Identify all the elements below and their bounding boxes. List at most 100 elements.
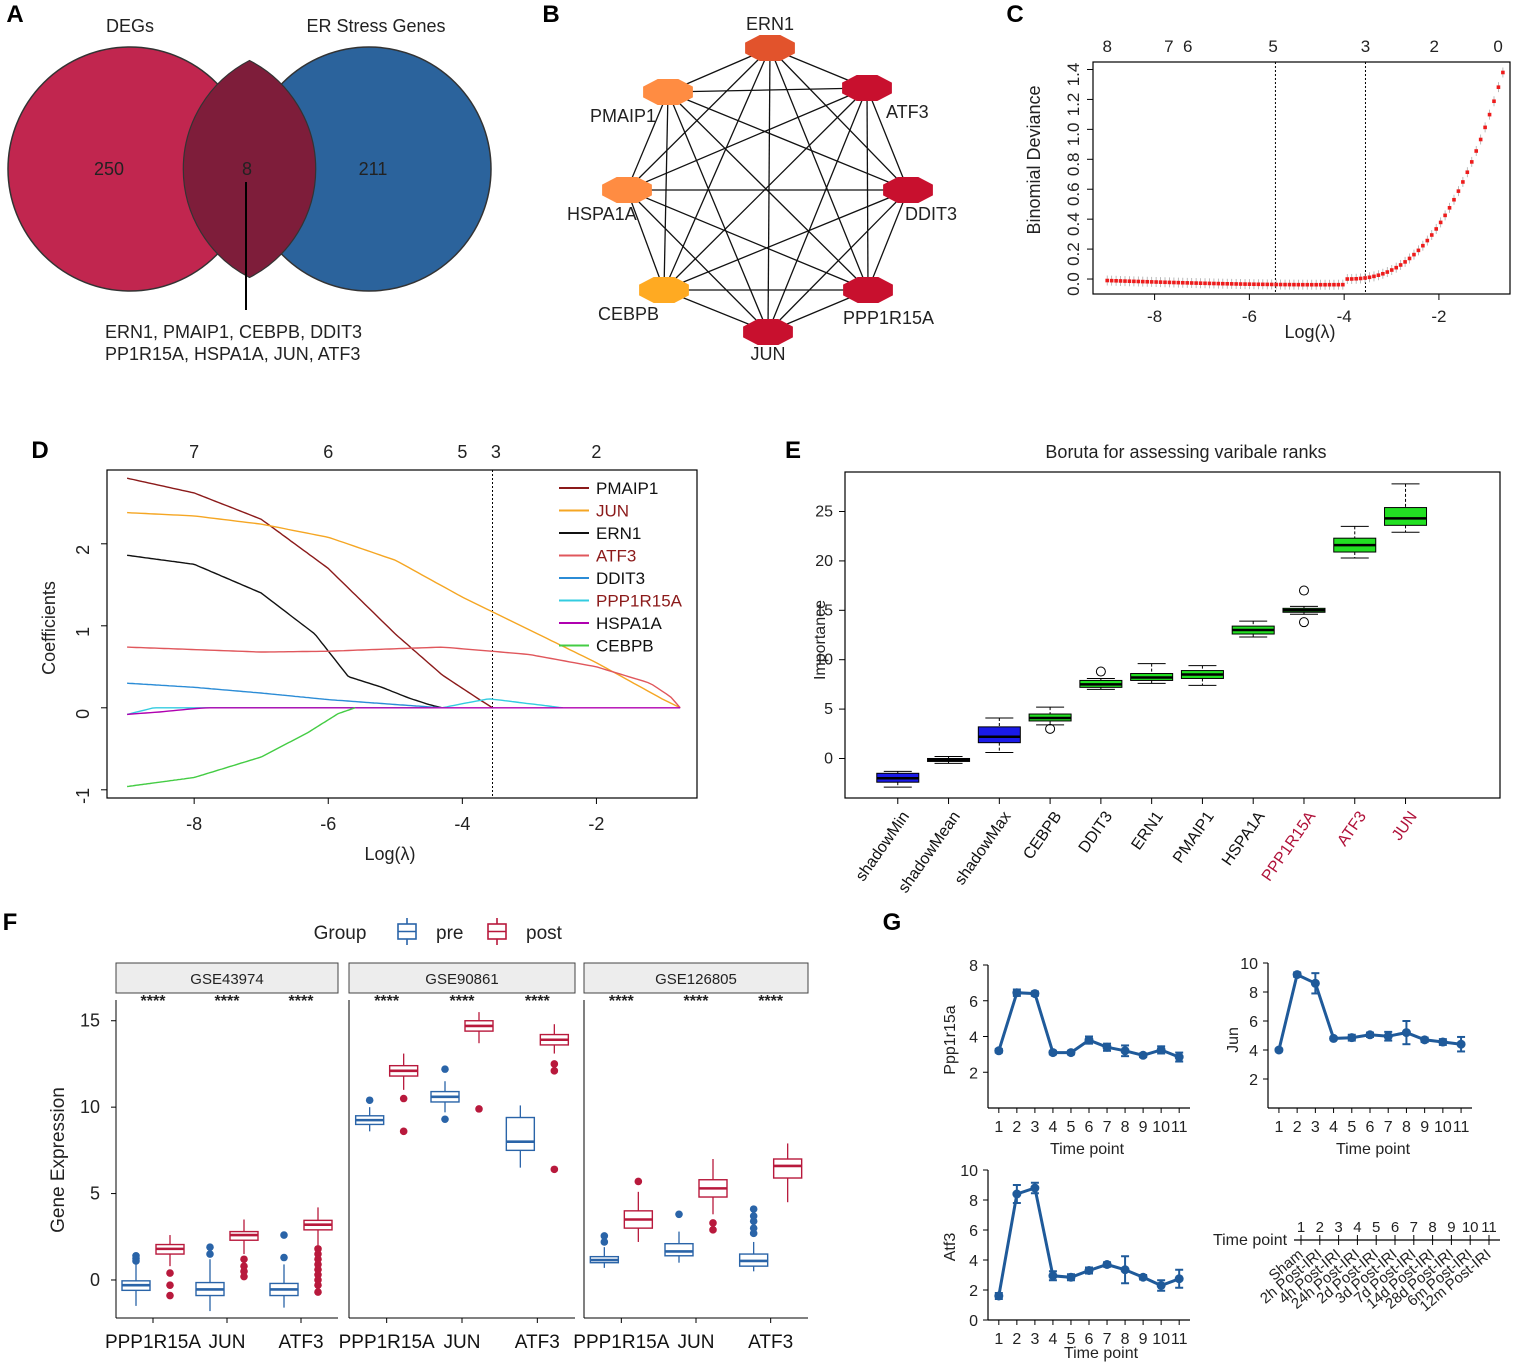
deviance-point (1496, 85, 1501, 89)
y-tick-label: 1 (73, 627, 93, 637)
outlier (314, 1281, 322, 1289)
data-point (1138, 1272, 1148, 1282)
deviance-point (1158, 280, 1163, 284)
time-key-number: 3 (1334, 1219, 1342, 1236)
top-axis-label: 8 (1102, 37, 1111, 56)
network-edge (626, 189, 665, 291)
deviance-point (1345, 277, 1350, 281)
x-tick-label: ATF3 (278, 1332, 323, 1353)
top-axis-label: 2 (591, 442, 601, 462)
x-tick-label: -6 (1242, 307, 1257, 326)
x-tick-label: -4 (1337, 307, 1352, 326)
time-key-number: 6 (1391, 1219, 1399, 1236)
data-point (1066, 1272, 1076, 1282)
x-tick-label: 1 (994, 1119, 1003, 1136)
legend-label-hspa1a: HSPA1A (596, 614, 662, 633)
deviance-point (1203, 281, 1207, 286)
boruta-box-hspa1a (1231, 620, 1275, 804)
x-tick-label: 7 (1103, 1331, 1112, 1348)
facet-title-gse90861: GSE90861 (425, 971, 498, 988)
network-node-atf3 (842, 75, 892, 101)
outlier (709, 1226, 717, 1234)
y-tick-label: 8 (969, 1193, 978, 1210)
network-edge (667, 91, 769, 333)
outlier (365, 1096, 374, 1105)
network-edge (663, 91, 669, 291)
box-pre (664, 1242, 694, 1257)
y-tick-label: 10 (1240, 956, 1258, 973)
y-tick-label: 4 (969, 1030, 978, 1047)
boruta-box-ddit3 (1079, 666, 1123, 804)
coef-path-ern1 (127, 554, 443, 709)
network-node-ern1 (745, 35, 795, 61)
overlap-genes-line2: PP1R15A, HSPA1A, JUN, ATF3 (105, 344, 360, 364)
deviance-point (1336, 282, 1341, 287)
x-tick-label: 11 (1171, 1331, 1188, 1348)
network-edge (626, 47, 771, 191)
deviance-point (1465, 170, 1470, 175)
data-point (1347, 1033, 1357, 1043)
deviance-point (1461, 180, 1465, 184)
x-axis-label: Time point (1336, 1141, 1411, 1158)
legend-label-post: post (526, 923, 563, 944)
deviance-point (1283, 282, 1287, 287)
outlier (166, 1269, 174, 1277)
x-tick-label: JUN (678, 1332, 715, 1353)
overlap-region (182, 59, 317, 279)
x-tick-label: 10 (1152, 1331, 1170, 1348)
deviance-point (1314, 282, 1318, 287)
deviance-point (1501, 70, 1505, 75)
deviance-point (1234, 282, 1238, 286)
x-tick-label: PPP1R15A (105, 1332, 201, 1353)
x-tick-label: ATF3 (515, 1332, 560, 1353)
deviance-point (1469, 160, 1474, 164)
deviance-point (1167, 280, 1172, 285)
x-tick-label-cebpb: CEBPB (1020, 809, 1065, 863)
y-tick-label: 0 (824, 750, 833, 767)
x-tick-label-hspa1a: HSPA1A (1219, 808, 1269, 869)
significance-marker: **** (684, 993, 710, 1010)
outlier (550, 1060, 559, 1068)
x-tick-label: -4 (454, 814, 470, 834)
facet-strip (583, 962, 809, 994)
deviance-point (1261, 282, 1265, 287)
network-label-cebpb: CEBPB (598, 304, 659, 324)
deviance-point (1114, 279, 1118, 283)
x-tick-label: 6 (1085, 1331, 1094, 1348)
x-tick-label: 10 (1434, 1119, 1452, 1136)
outlier (1045, 723, 1056, 734)
deviance-point (1363, 276, 1367, 280)
network-edge (866, 87, 909, 191)
deviance-point (1341, 282, 1345, 287)
y-tick-label: 1.2 (1064, 93, 1083, 117)
deviance-point (1478, 137, 1483, 142)
deviance-point (1194, 281, 1198, 285)
time-key-number: 7 (1410, 1219, 1418, 1236)
deviance-point (1403, 260, 1407, 264)
data-point (1102, 1042, 1112, 1052)
panel-e-frame (844, 471, 1501, 799)
deviance-point (1389, 268, 1394, 272)
x-tick-label: PPP1R15A (573, 1332, 669, 1353)
top-axis-label: 0 (1493, 37, 1502, 56)
er-stress-label: ER Stress Genes (306, 16, 445, 36)
coef-path-hspa1a (127, 707, 681, 716)
deviance-point (1269, 282, 1274, 287)
network-edge (867, 189, 909, 291)
deviance-point (1172, 280, 1176, 285)
deviance-point (1309, 282, 1314, 287)
top-axis-label: 7 (189, 442, 199, 462)
network-label-hspa1a: HSPA1A (567, 204, 637, 224)
y-axis-label: Coefficients (39, 581, 59, 675)
x-tick-label: -6 (320, 814, 336, 834)
x-tick-label: 1 (1274, 1119, 1283, 1136)
network-node-ddit3 (883, 177, 933, 203)
deviance-point (1225, 281, 1230, 286)
deviance-point (1305, 282, 1310, 287)
outlier (749, 1212, 758, 1220)
x-tick-label: 3 (1030, 1119, 1039, 1136)
deviance-point (1189, 281, 1194, 285)
top-axis-label: 3 (491, 442, 501, 462)
y-tick-label: 8 (969, 958, 978, 975)
